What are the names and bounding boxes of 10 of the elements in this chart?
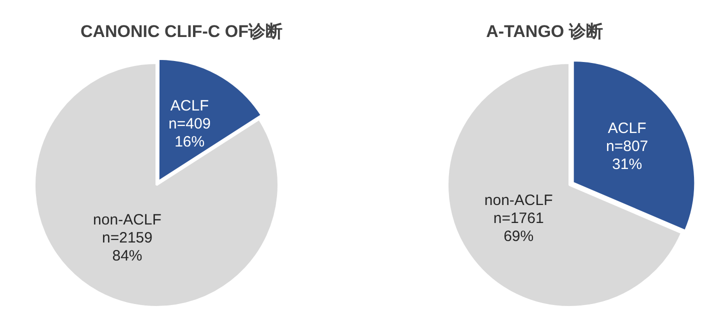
chart-title: A-TANGO 诊断: [485, 21, 604, 43]
chart-title: CANONIC CLIF-C OF诊断: [79, 21, 284, 43]
slice-label: ACLF: [170, 98, 209, 115]
slice-label: non-ACLF: [93, 212, 162, 229]
slice-label: non-ACLF: [484, 192, 553, 209]
slice-label: ACLF: [608, 120, 646, 138]
data-label: n=807 31%: [606, 138, 648, 174]
data-label: n=2159 84%: [102, 230, 152, 265]
data-label: n=409 16%: [168, 116, 211, 151]
data-label: n=1761 69%: [493, 210, 544, 245]
